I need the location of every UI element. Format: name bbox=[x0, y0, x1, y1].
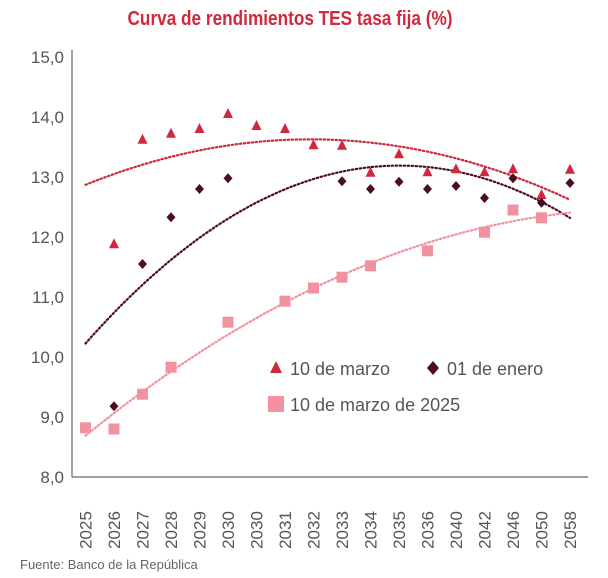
trendline-1 bbox=[84, 164, 572, 345]
data-point-square bbox=[536, 212, 547, 224]
data-point-diamond bbox=[394, 176, 404, 187]
data-point-triangle bbox=[451, 163, 461, 174]
data-point-triangle bbox=[508, 163, 518, 174]
data-point-triangle bbox=[137, 133, 148, 144]
x-tick-label: 2029 bbox=[191, 511, 210, 549]
data-point-triangle bbox=[479, 166, 490, 177]
data-point-diamond bbox=[423, 184, 432, 194]
data-point-diamond bbox=[565, 178, 575, 188]
chart-title: Curva de rendimientos TES tasa fija (%) bbox=[127, 8, 453, 30]
data-point-diamond bbox=[366, 184, 375, 194]
trendline-2 bbox=[84, 211, 572, 437]
data-point-diamond bbox=[223, 173, 233, 184]
x-tick-label: 2034 bbox=[362, 511, 381, 549]
data-point-diamond bbox=[195, 184, 204, 194]
data-point-square bbox=[222, 316, 234, 328]
x-tick-label: 2031 bbox=[276, 511, 295, 549]
y-tick-label: 14,0 bbox=[31, 108, 64, 127]
x-tick-label: 2033 bbox=[333, 511, 352, 549]
data-point-triangle bbox=[223, 108, 233, 118]
trendline-0 bbox=[84, 138, 572, 201]
data-point-triangle bbox=[422, 166, 433, 177]
data-point-square bbox=[165, 361, 177, 373]
data-point-square bbox=[108, 423, 120, 435]
source-note: Fuente: Banco de la República bbox=[20, 557, 198, 572]
y-tick-label: 13,0 bbox=[31, 168, 64, 187]
data-point-diamond bbox=[480, 193, 489, 203]
x-tick-label: 2036 bbox=[419, 511, 438, 549]
data-point-square bbox=[479, 226, 490, 238]
data-point-diamond bbox=[508, 173, 518, 184]
data-point-triangle bbox=[280, 123, 290, 133]
data-point-square bbox=[279, 295, 291, 307]
data-point-square bbox=[422, 245, 433, 257]
data-point-triangle bbox=[251, 120, 262, 130]
x-tick-label: 2058 bbox=[561, 511, 580, 549]
data-point-square bbox=[507, 204, 519, 216]
data-point-diamond bbox=[537, 197, 546, 208]
x-tick-label: 2040 bbox=[447, 511, 466, 549]
data-point-diamond bbox=[138, 259, 147, 269]
data-point-diamond bbox=[451, 181, 461, 191]
data-point-triangle bbox=[337, 139, 347, 150]
legend-diamond-icon bbox=[427, 361, 439, 375]
data-point-triangle bbox=[565, 163, 575, 174]
y-tick-label: 9,0 bbox=[40, 408, 64, 427]
y-tick-label: 8,0 bbox=[40, 468, 64, 487]
x-tick-label: 2050 bbox=[533, 511, 552, 549]
x-tick-label: 2046 bbox=[504, 511, 523, 549]
y-tick-label: 12,0 bbox=[31, 228, 64, 247]
data-point-diamond bbox=[337, 176, 347, 187]
x-tick-label: 2042 bbox=[476, 511, 495, 549]
y-tick-label: 10,0 bbox=[31, 348, 64, 367]
x-tick-label: 2032 bbox=[305, 511, 324, 549]
x-tick-label: 2030 bbox=[219, 511, 238, 549]
legend-label: 01 de enero bbox=[447, 359, 543, 379]
x-tick-label: 2026 bbox=[105, 511, 124, 549]
data-point-triangle bbox=[536, 189, 547, 199]
y-tick-label: 15,0 bbox=[31, 48, 64, 67]
legend-label: 10 de marzo de 2025 bbox=[290, 395, 460, 415]
data-point-square bbox=[80, 422, 91, 434]
y-tick-label: 11,0 bbox=[32, 288, 64, 307]
x-tick-label: 2035 bbox=[390, 511, 409, 549]
data-point-triangle bbox=[194, 123, 205, 133]
legend-label: 10 de marzo bbox=[290, 359, 390, 379]
data-point-triangle bbox=[109, 238, 119, 249]
x-tick-label: 2027 bbox=[134, 511, 153, 549]
x-tick-label: 2028 bbox=[162, 511, 181, 549]
data-point-square bbox=[137, 388, 148, 400]
x-tick-label: 2025 bbox=[77, 511, 96, 549]
legend-triangle-icon bbox=[270, 361, 282, 373]
data-point-diamond bbox=[166, 212, 176, 223]
data-point-triangle bbox=[166, 127, 176, 138]
data-point-diamond bbox=[109, 401, 119, 412]
data-point-square bbox=[336, 271, 348, 283]
data-point-square bbox=[365, 260, 376, 272]
data-point-triangle bbox=[308, 139, 319, 150]
data-point-square bbox=[308, 282, 319, 294]
data-point-triangle bbox=[394, 148, 404, 159]
x-tick-label: 2030 bbox=[248, 511, 267, 549]
data-point-triangle bbox=[365, 166, 376, 177]
legend-square-icon bbox=[268, 396, 284, 412]
